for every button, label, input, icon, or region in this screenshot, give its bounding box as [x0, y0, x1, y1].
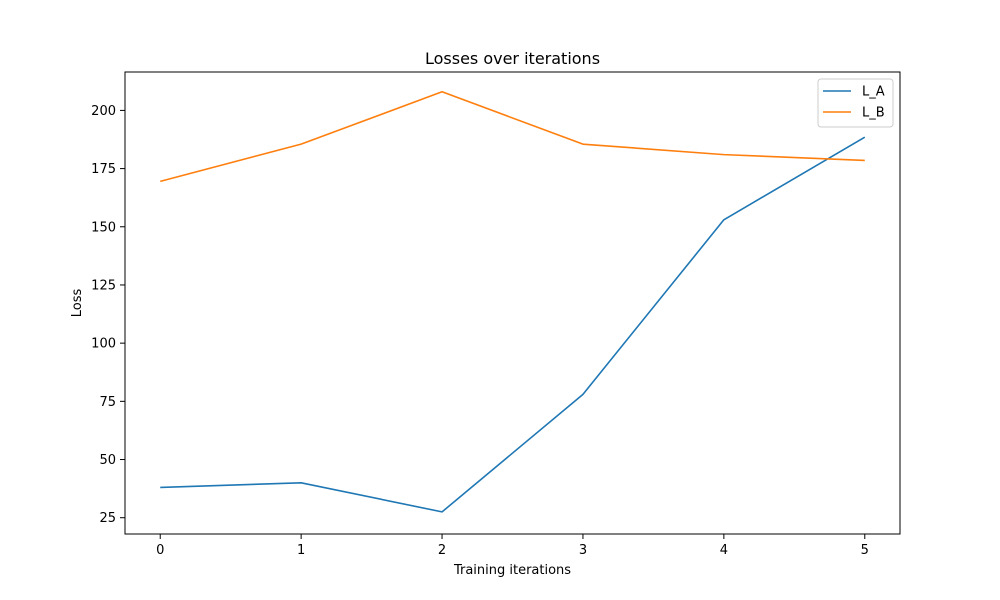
y-tick-label: 25 — [99, 511, 116, 526]
x-tick-label: 1 — [297, 543, 305, 558]
x-tick-label: 4 — [720, 543, 728, 558]
legend: L_A L_B — [817, 78, 894, 128]
chart-title: Losses over iterations — [425, 49, 600, 68]
series-line-l-a — [160, 136, 866, 513]
y-tick-label: 100 — [91, 337, 116, 352]
y-tick-label: 125 — [91, 278, 116, 293]
x-axis-ticks: 0 1 2 3 4 5 — [156, 534, 869, 558]
y-tick-label: 75 — [99, 395, 116, 410]
y-axis-ticks: 25 50 75 100 125 150 175 200 — [91, 104, 125, 526]
y-tick-label: 50 — [99, 453, 116, 468]
plot-area-frame — [124, 71, 901, 535]
series-line-l-b — [160, 90, 865, 183]
x-tick-label: 3 — [579, 543, 587, 558]
y-axis-label: Loss — [70, 289, 85, 318]
y-tick-label: 200 — [91, 104, 116, 119]
legend-label: L_A — [862, 85, 885, 100]
x-axis-label: Training iterations — [453, 563, 571, 578]
legend-label: L_B — [862, 106, 885, 121]
x-tick-label: 2 — [438, 543, 446, 558]
y-tick-label: 150 — [91, 220, 116, 235]
x-tick-label: 5 — [861, 543, 869, 558]
y-tick-label: 175 — [91, 162, 116, 177]
x-tick-label: 0 — [156, 543, 164, 558]
series-lines — [160, 90, 866, 513]
